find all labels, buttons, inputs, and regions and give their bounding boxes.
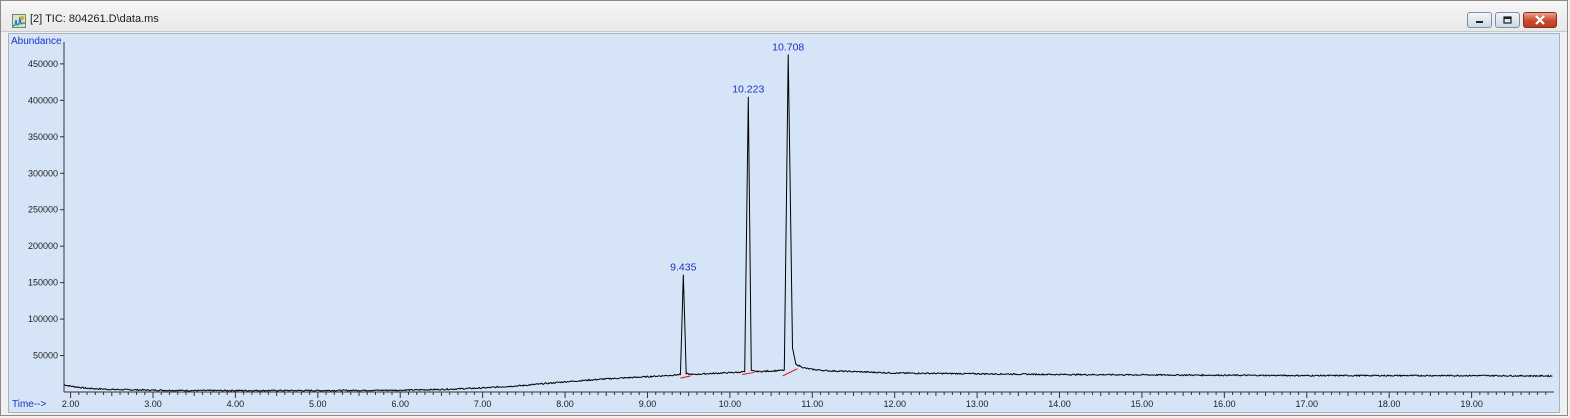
y-axis-label: Abundance <box>11 36 62 47</box>
chromatogram-app-icon <box>12 14 26 28</box>
x-tick-label: 8.00 <box>556 399 574 409</box>
x-tick-label: 12.00 <box>883 399 906 409</box>
x-tick-label: 19.00 <box>1460 399 1483 409</box>
y-tick-label: 350000 <box>28 132 58 142</box>
x-tick-label: 17.00 <box>1295 399 1318 409</box>
x-tick-label: 18.00 <box>1378 399 1401 409</box>
close-icon <box>1535 15 1545 25</box>
peak-labels: 9.435 10.223 10.708 <box>670 41 804 273</box>
y-tick-label: 100000 <box>28 314 58 324</box>
restore-icon <box>1503 16 1512 24</box>
x-ticks: 2.00 3.00 4.00 5.00 6.00 7.00 8.00 9.00 10.00 11.… <box>62 392 1547 409</box>
x-tick-label: 9.00 <box>639 399 657 409</box>
y-tick-label: 200000 <box>28 241 58 251</box>
maximize-button[interactable] <box>1495 12 1520 28</box>
x-tick-label: 5.00 <box>309 399 327 409</box>
tic-trace <box>63 54 1553 392</box>
chromatogram-chart[interactable]: Abundance Time--> 50000 100000 150000 20000… <box>9 34 1559 412</box>
peak-label: 10.708 <box>772 41 804 53</box>
integration-baseline <box>782 368 798 377</box>
peak-label: 10.223 <box>732 84 764 96</box>
x-tick-label: 6.00 <box>391 399 409 409</box>
x-tick-label: 13.00 <box>966 399 989 409</box>
window-title: [2] TIC: 804261.D\data.ms <box>30 13 159 25</box>
x-tick-label: 7.00 <box>474 399 492 409</box>
minimize-button[interactable] <box>1467 12 1492 28</box>
y-tick-label: 450000 <box>28 59 58 69</box>
x-tick-label: 14.00 <box>1048 399 1071 409</box>
x-tick-label: 3.00 <box>144 399 162 409</box>
y-tick-label: 300000 <box>28 168 58 178</box>
x-tick-label: 4.00 <box>227 399 245 409</box>
minimize-icon <box>1476 21 1483 23</box>
x-tick-label: 16.00 <box>1213 399 1236 409</box>
y-tick-label: 50000 <box>33 351 58 361</box>
close-button[interactable] <box>1523 12 1557 28</box>
integration-baselines <box>680 368 798 379</box>
chromatogram-plot[interactable]: Abundance Time--> 50000 100000 150000 20000… <box>8 33 1560 413</box>
x-axis-label: Time--> <box>12 399 47 410</box>
y-ticks: 50000 100000 150000 200000 250000 300000 35000… <box>28 59 64 361</box>
y-tick-label: 400000 <box>28 95 58 105</box>
y-tick-label: 150000 <box>28 278 58 288</box>
y-tick-label: 250000 <box>28 205 58 215</box>
x-tick-label: 2.00 <box>62 399 80 409</box>
integration-baseline <box>680 375 691 379</box>
x-tick-label: 10.00 <box>719 399 742 409</box>
x-tick-label: 15.00 <box>1131 399 1154 409</box>
title-bar[interactable]: [2] TIC: 804261.D\data.ms <box>1 1 1567 32</box>
window-controls <box>1467 12 1557 30</box>
x-tick-label: 11.00 <box>801 399 823 409</box>
integration-baseline <box>742 371 755 375</box>
peak-label: 9.435 <box>670 262 696 274</box>
